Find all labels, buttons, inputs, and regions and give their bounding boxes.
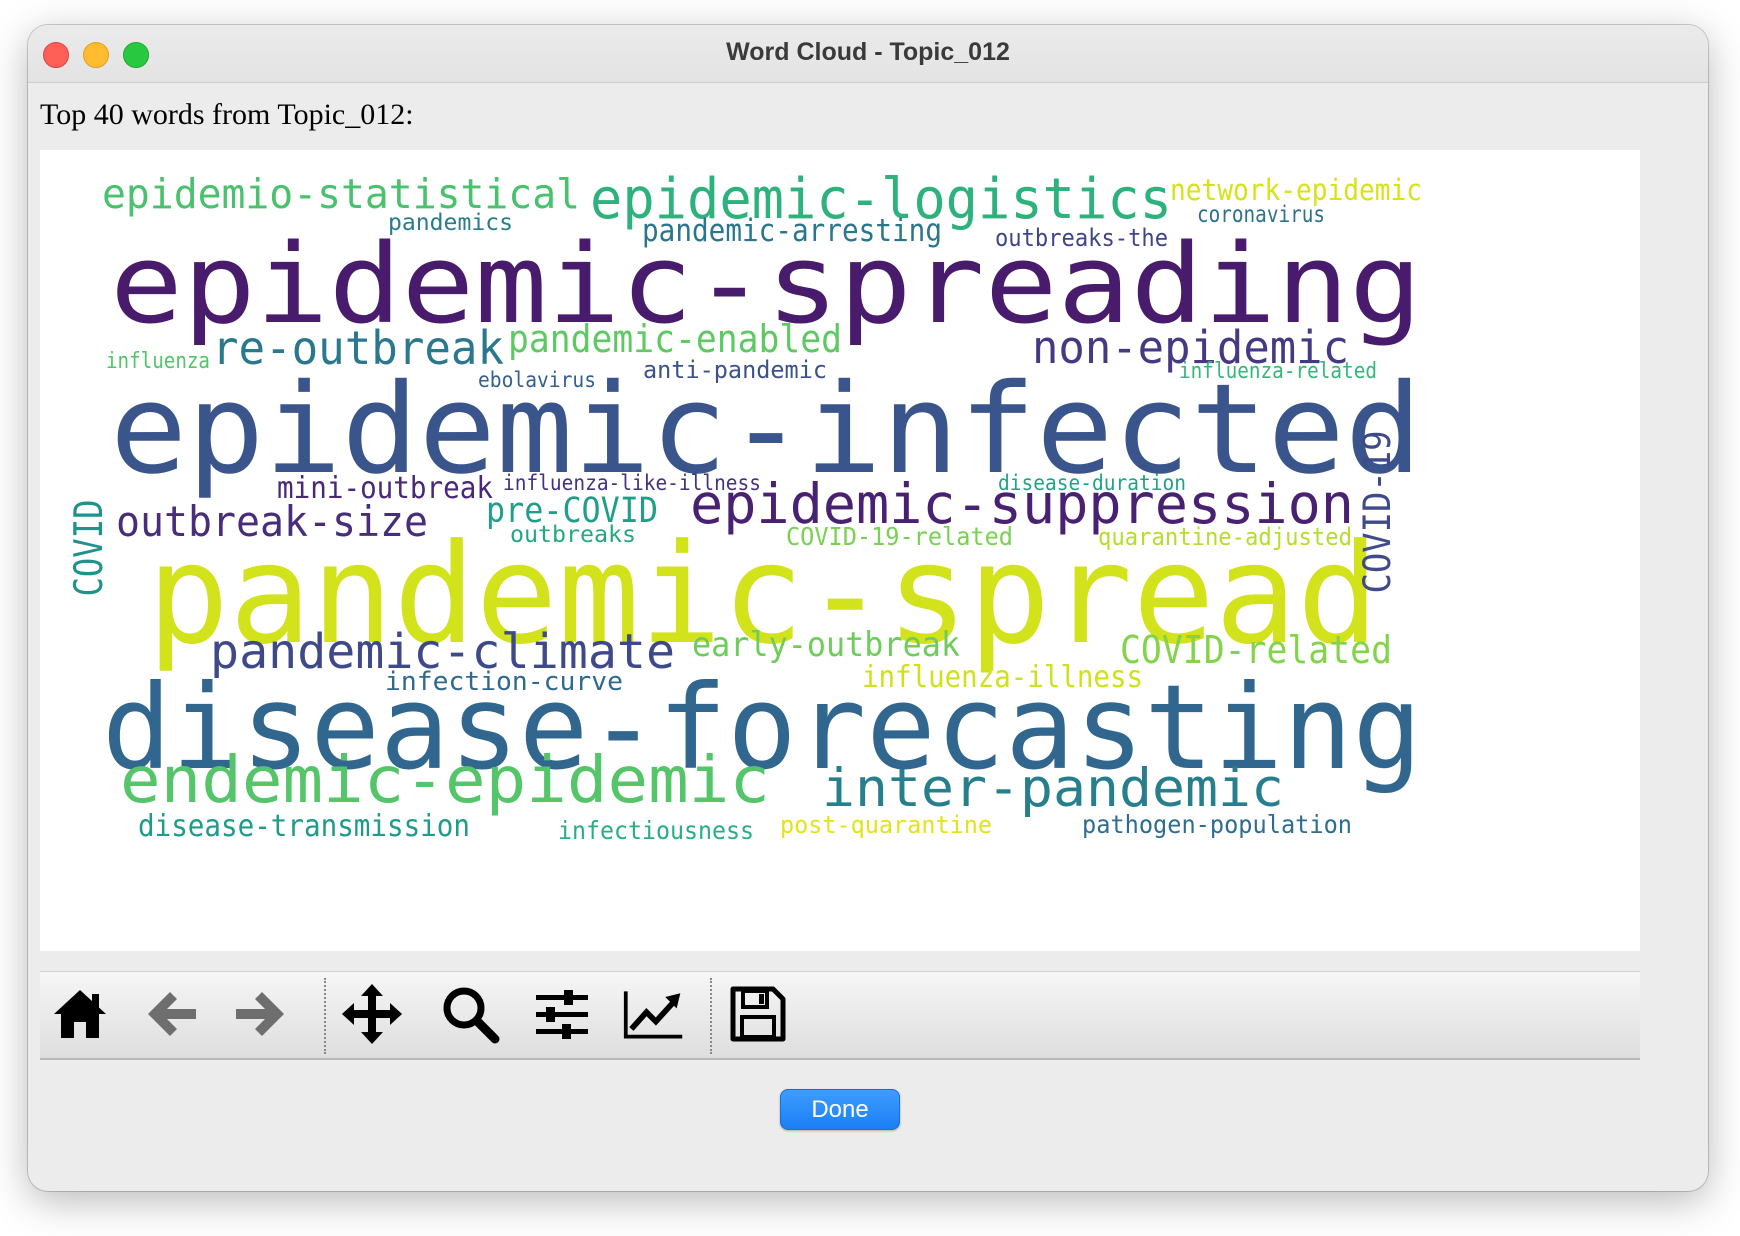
word-cloud-word: disease-transmission <box>138 809 470 844</box>
word-cloud-canvas: epidemic-spreading epidemic-infected pande… <box>40 150 1640 951</box>
done-button[interactable]: Done <box>780 1089 900 1130</box>
edit-axis-icon <box>623 991 683 1039</box>
window-title: Word Cloud - Topic_012 <box>726 38 1010 66</box>
word-cloud-word: ebolavirus <box>478 368 596 392</box>
configure-subplots-button[interactable] <box>530 982 594 1046</box>
word-cloud-word: infectiousness <box>558 816 754 845</box>
word-cloud-word: inter-pandemic <box>822 758 1284 819</box>
word-cloud-word: non-epidemic <box>1032 321 1349 374</box>
close-window-button[interactable] <box>43 42 69 68</box>
word-cloud-word: influenza-related <box>1179 359 1377 384</box>
word-cloud-word: COVID-19 <box>1356 431 1399 594</box>
word-cloud-word: influenza <box>106 349 210 374</box>
word-cloud-word: post-quarantine <box>780 811 992 839</box>
pan-button[interactable] <box>340 982 404 1046</box>
word-cloud-word: early-outbreak <box>692 625 960 665</box>
cloud-heading: Top 40 words from Topic_012: <box>40 98 414 131</box>
word-cloud-word: pandemic-enabled <box>508 317 842 361</box>
word-cloud-word: epidemic-logistics <box>590 167 1172 232</box>
back-arrow-icon <box>148 992 196 1036</box>
word-cloud-word: COVID-19-related <box>786 522 1013 551</box>
zoom-button[interactable] <box>438 982 502 1046</box>
word-cloud-word: pathogen-population <box>1082 810 1352 839</box>
home-button[interactable] <box>48 982 112 1046</box>
word-cloud-word: re-outbreak <box>212 321 504 375</box>
zoom-window-button[interactable] <box>123 42 149 68</box>
word-cloud-word: mini-outbreak <box>277 471 493 506</box>
word-cloud-word: COVID-related <box>1120 628 1392 672</box>
word-cloud-word: pandemic-climate <box>210 624 675 680</box>
word-cloud-word: pre-COVID <box>486 491 658 531</box>
word-cloud-word: disease-duration <box>998 471 1186 495</box>
forward-button[interactable] <box>228 982 292 1046</box>
title-bar: Word Cloud - Topic_012 <box>28 25 1708 83</box>
back-button[interactable] <box>140 982 204 1046</box>
toolbar-separator <box>324 978 326 1054</box>
word-cloud-word: disease-forecasting <box>102 659 1422 796</box>
word-cloud-word: pandemic-spread <box>147 514 1379 675</box>
minimize-window-button[interactable] <box>83 42 109 68</box>
word-cloud-word: pandemics <box>388 210 513 236</box>
word-cloud-word: endemic-epidemic <box>120 744 770 818</box>
plot-toolbar <box>40 971 1640 1060</box>
configure-subplots-icon <box>536 990 588 1039</box>
word-cloud-svg: epidemic-spreadingepidemic-infectedpande… <box>67 167 1422 845</box>
word-cloud-word: anti-pandemic <box>643 356 827 384</box>
word-cloud-word: pandemic-arresting <box>642 213 942 249</box>
word-cloud-word: influenza-illness <box>862 660 1143 695</box>
word-cloud-word: outbreaks-the <box>995 224 1168 252</box>
word-cloud-word: infection-curve <box>385 667 623 697</box>
save-floppy-icon <box>730 986 786 1042</box>
word-cloud-word: quarantine-adjusted <box>1098 523 1352 551</box>
word-cloud-word: influenza-like-illness <box>503 471 761 495</box>
word-cloud-word: outbreak-size <box>116 497 428 546</box>
word-cloud-word: epidemic-spreading <box>110 220 1422 348</box>
toolbar-separator <box>710 978 712 1054</box>
forward-arrow-icon <box>236 992 284 1036</box>
pan-move-icon <box>342 984 402 1044</box>
word-cloud-word: epidemic-suppression <box>690 472 1354 536</box>
word-cloud-word: outbreaks <box>510 522 636 548</box>
zoom-magnifier-icon <box>443 987 500 1044</box>
word-cloud-word: coronavirus <box>1197 202 1325 228</box>
save-button[interactable] <box>726 982 790 1046</box>
word-cloud-word: network-epidemic <box>1170 173 1422 207</box>
word-cloud-word: epidemic-infected <box>110 358 1422 502</box>
word-cloud-word: epidemio-statistical <box>102 170 580 218</box>
home-icon <box>54 990 106 1038</box>
edit-axis-button[interactable] <box>622 982 686 1046</box>
word-cloud-word: COVID <box>67 500 112 597</box>
